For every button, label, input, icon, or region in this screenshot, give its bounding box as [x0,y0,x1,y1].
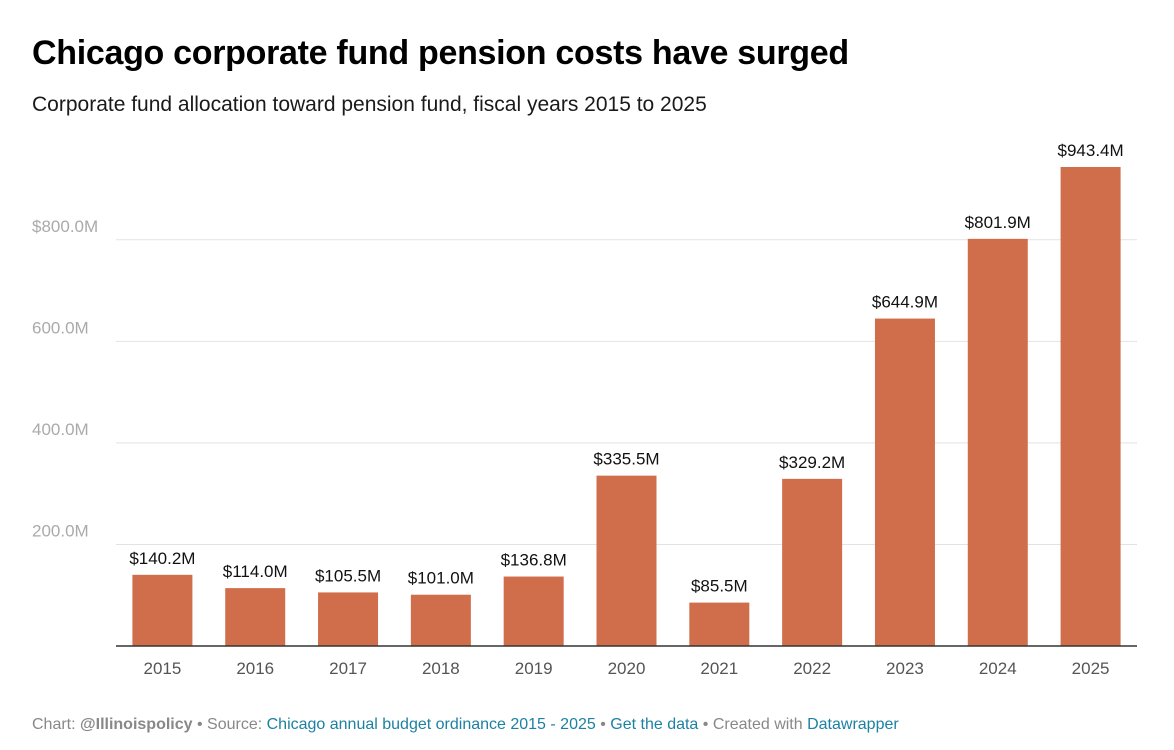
chart-footer: Chart: @Illinoispolicy • Source: Chicago… [32,716,899,734]
bar [225,588,286,646]
footer-chart-by: @Illinoispolicy [80,716,193,733]
x-tick-label: 2025 [1072,659,1110,678]
source-link[interactable]: Chicago annual budget ordinance 2015 - 2… [266,716,596,733]
x-tick-label: 2022 [793,659,831,678]
value-label: $85.5M [691,577,748,596]
chart-subtitle: Corporate fund allocation toward pension… [32,93,707,116]
y-tick-label: $800.0M [32,217,98,236]
x-tick-label: 2020 [608,659,646,678]
y-tick-label: 600.0M [32,318,89,337]
x-tick-label: 2015 [143,659,181,678]
x-tick-label: 2023 [886,659,924,678]
value-label: $335.5M [593,450,659,469]
bar [503,576,564,646]
bar [874,318,935,646]
get-data-link[interactable]: Get the data [610,716,699,733]
bar-chart: 200.0M 400.0M 600.0M $800.0M $140.2M 2015 $114… [32,141,1137,678]
x-tick-label: 2018 [422,659,460,678]
footer-source-label: • Source: [192,716,267,733]
value-label: $140.2M [129,549,195,568]
bar [1060,167,1121,646]
footer-separator: • [595,716,611,733]
value-label: $943.4M [1058,141,1124,160]
footer-created-with: • Created with [698,716,808,733]
value-label: $114.0M [223,562,288,581]
value-label: $101.0M [408,569,474,588]
bar [596,475,657,646]
value-label: $136.8M [501,551,567,570]
bar [782,478,843,646]
bar [410,594,471,646]
value-label: $801.9M [965,213,1031,232]
x-tick-label: 2016 [236,659,274,678]
value-label: $329.2M [779,453,845,472]
x-tick-label: 2021 [700,659,738,678]
bar [967,238,1028,647]
y-tick-label: 200.0M [32,521,89,540]
chart-title: Chicago corporate fund pension costs hav… [32,34,849,72]
bar [689,602,750,646]
bar [132,574,193,646]
x-tick-label: 2019 [515,659,553,678]
footer-chart-label: Chart: [32,716,81,733]
bar [318,592,379,646]
x-tick-label: 2024 [979,659,1017,678]
datawrapper-link[interactable]: Datawrapper [807,716,899,733]
x-tick-label: 2017 [329,659,367,678]
value-label: $105.5M [315,566,381,585]
y-tick-label: 400.0M [32,420,89,439]
value-label: $644.9M [872,293,938,312]
